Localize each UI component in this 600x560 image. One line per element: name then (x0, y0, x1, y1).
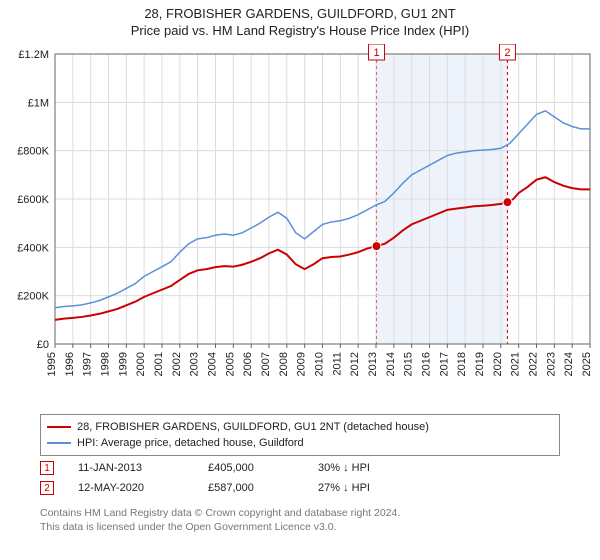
svg-text:2010: 2010 (314, 352, 326, 376)
footer-line2: This data is licensed under the Open Gov… (40, 520, 560, 534)
svg-text:2017: 2017 (438, 352, 450, 376)
sale-row: 1 11-JAN-2013£405,00030% ↓ HPI (40, 458, 560, 478)
svg-text:£600K: £600K (17, 194, 49, 206)
svg-text:2005: 2005 (224, 352, 236, 376)
svg-text:2: 2 (504, 47, 510, 59)
svg-text:£1.2M: £1.2M (18, 49, 49, 61)
sale-delta: 30% ↓ HPI (318, 458, 428, 478)
svg-text:1998: 1998 (100, 352, 112, 376)
sale-delta: 27% ↓ HPI (318, 478, 428, 498)
svg-text:2004: 2004 (207, 352, 219, 376)
svg-text:2003: 2003 (189, 352, 201, 376)
footer-attribution: Contains HM Land Registry data © Crown c… (40, 506, 560, 534)
svg-text:£1M: £1M (28, 97, 49, 109)
svg-text:2006: 2006 (242, 352, 254, 376)
legend: 28, FROBISHER GARDENS, GUILDFORD, GU1 2N… (40, 414, 560, 456)
svg-text:2008: 2008 (278, 352, 290, 376)
svg-text:2019: 2019 (474, 352, 486, 376)
svg-text:£800K: £800K (17, 146, 49, 158)
svg-text:1995: 1995 (46, 352, 58, 376)
svg-text:1997: 1997 (82, 352, 94, 376)
svg-text:1999: 1999 (117, 352, 129, 376)
svg-text:2012: 2012 (349, 352, 361, 376)
legend-label: 28, FROBISHER GARDENS, GUILDFORD, GU1 2N… (77, 419, 429, 435)
svg-text:2022: 2022 (528, 352, 540, 376)
svg-text:2013: 2013 (367, 352, 379, 376)
svg-text:2002: 2002 (171, 352, 183, 376)
svg-text:£200K: £200K (17, 291, 49, 303)
sale-date: 11-JAN-2013 (78, 458, 208, 478)
svg-text:2014: 2014 (385, 352, 397, 376)
svg-text:2011: 2011 (331, 352, 343, 376)
sale-summary: 1 11-JAN-2013£405,00030% ↓ HPI 2 12-MAY-202… (40, 458, 560, 498)
svg-text:2024: 2024 (563, 352, 575, 376)
legend-row: 28, FROBISHER GARDENS, GUILDFORD, GU1 2N… (47, 419, 553, 435)
footer-line1: Contains HM Land Registry data © Crown c… (40, 506, 560, 520)
svg-text:2001: 2001 (153, 352, 165, 376)
page-title: 28, FROBISHER GARDENS, GUILDFORD, GU1 2N… (0, 0, 600, 21)
legend-row: HPI: Average price, detached house, Guil… (47, 435, 553, 451)
svg-text:1996: 1996 (64, 352, 76, 376)
svg-text:2007: 2007 (260, 352, 272, 376)
svg-text:£0: £0 (37, 339, 49, 351)
legend-swatch (47, 442, 71, 444)
svg-text:2020: 2020 (492, 352, 504, 376)
svg-text:2023: 2023 (545, 352, 557, 376)
legend-swatch (47, 426, 71, 428)
svg-text:2000: 2000 (135, 352, 147, 376)
sale-date: 12-MAY-2020 (78, 478, 208, 498)
sale-price: £587,000 (208, 478, 318, 498)
page-subtitle: Price paid vs. HM Land Registry's House … (0, 21, 600, 38)
svg-text:2009: 2009 (296, 352, 308, 376)
sale-marker: 2 (40, 481, 54, 495)
svg-text:2025: 2025 (581, 352, 593, 376)
svg-text:2021: 2021 (510, 352, 522, 376)
sale-price: £405,000 (208, 458, 318, 478)
svg-text:2016: 2016 (421, 352, 433, 376)
legend-label: HPI: Average price, detached house, Guil… (77, 435, 304, 451)
price-chart: £0 £200K £400K £600K £800K £1M £1.2M 1995 1996 19… (0, 44, 600, 404)
svg-text:2018: 2018 (456, 352, 468, 376)
svg-text:1: 1 (373, 47, 379, 59)
svg-text:2015: 2015 (403, 352, 415, 376)
sale-marker: 1 (40, 461, 54, 475)
svg-text:£400K: £400K (17, 242, 49, 254)
sale-row: 2 12-MAY-2020£587,00027% ↓ HPI (40, 478, 560, 498)
